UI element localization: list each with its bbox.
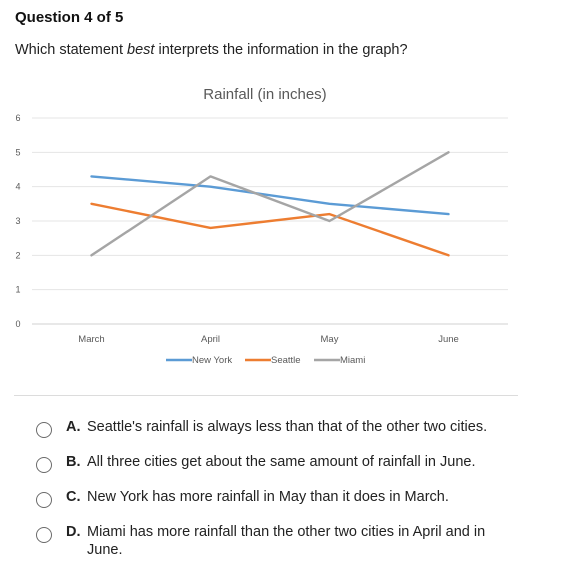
choice-b-letter: B. bbox=[66, 454, 81, 470]
series-line-new-york bbox=[90, 175, 450, 216]
series-line-miami bbox=[90, 151, 450, 257]
question-header: Question 4 of 5 bbox=[15, 9, 124, 26]
choice-c[interactable]: C. New York has more rainfall in May tha… bbox=[36, 488, 516, 508]
x-tick-label-june: June bbox=[438, 334, 459, 345]
x-tick-label-may: May bbox=[321, 334, 339, 345]
divider bbox=[14, 395, 518, 396]
choice-d-text: Miami has more rainfall than the other t… bbox=[87, 524, 486, 558]
series-line-seattle bbox=[90, 202, 450, 257]
chart-title: Rainfall (in inches) bbox=[203, 86, 326, 103]
legend-label-seattle: Seattle bbox=[271, 355, 301, 366]
choice-a-radio[interactable] bbox=[36, 422, 52, 438]
choice-b-radio[interactable] bbox=[36, 457, 52, 473]
choice-d-radio[interactable] bbox=[36, 527, 52, 543]
choice-c-letter: C. bbox=[66, 489, 81, 505]
rainfall-chart: Rainfall (in inches) 0 1 2 3 4 5 6 March April May… bbox=[0, 78, 540, 378]
y-tick-label-0: 0 bbox=[15, 319, 20, 329]
y-tick-label-1: 1 bbox=[15, 285, 20, 295]
choice-b[interactable]: B. All three cities get about the same a… bbox=[36, 453, 516, 473]
prompt-text-end: interprets the information in the graph? bbox=[154, 42, 408, 58]
choice-c-radio[interactable] bbox=[36, 492, 52, 508]
question-prompt: Which statement best interprets the info… bbox=[15, 42, 408, 58]
choice-a-letter: A. bbox=[66, 419, 81, 435]
choice-d-letter: D. bbox=[66, 524, 81, 540]
legend-label-new-york: New York bbox=[192, 355, 232, 366]
answer-choices: A. Seattle's rainfall is always less tha… bbox=[36, 418, 516, 574]
x-tick-label-march: March bbox=[78, 334, 104, 345]
y-tick-label-5: 5 bbox=[15, 147, 20, 157]
y-tick-label-3: 3 bbox=[15, 216, 20, 226]
choice-a-text: Seattle's rainfall is always less than t… bbox=[87, 419, 488, 435]
choice-b-text: All three cities get about the same amou… bbox=[87, 454, 476, 470]
x-tick-label-april: April bbox=[201, 334, 220, 345]
chart-svg: Rainfall (in inches) 0 1 2 3 4 5 6 March April May… bbox=[15, 86, 508, 366]
choice-c-text: New York has more rainfall in May than i… bbox=[87, 489, 449, 505]
prompt-emphasis: best bbox=[127, 42, 155, 58]
choice-a[interactable]: A. Seattle's rainfall is always less tha… bbox=[36, 418, 516, 438]
y-tick-label-2: 2 bbox=[15, 250, 20, 260]
y-tick-label-6: 6 bbox=[15, 113, 20, 123]
choice-d[interactable]: D. Miami has more rainfall than the othe… bbox=[36, 523, 516, 559]
y-tick-label-4: 4 bbox=[15, 182, 20, 192]
legend-label-miami: Miami bbox=[340, 355, 365, 366]
prompt-text-start: Which statement bbox=[15, 42, 128, 58]
